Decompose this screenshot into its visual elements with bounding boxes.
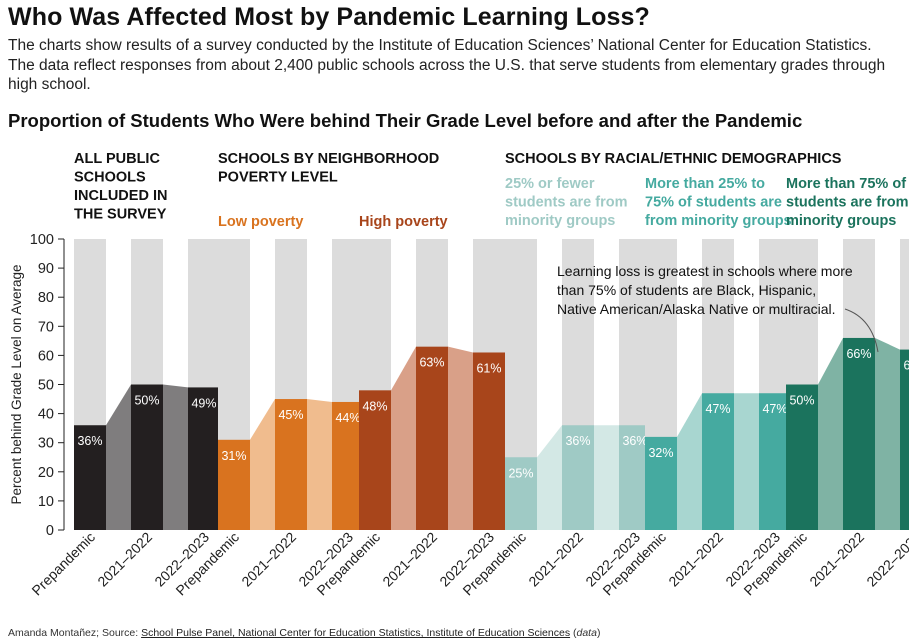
y-tick-label: 90 xyxy=(38,261,54,277)
y-tick-label: 30 xyxy=(38,436,54,452)
bar-connector xyxy=(594,425,619,530)
y-tick-label: 10 xyxy=(38,494,54,510)
bar xyxy=(505,457,537,530)
bar xyxy=(645,436,677,530)
annotation-text: than 75% of students are Black, Hispanic… xyxy=(557,282,816,298)
group-heading: SCHOOLS BY NEIGHBORHOOD xyxy=(218,151,439,167)
bar xyxy=(332,401,364,530)
bar-value-label: 31% xyxy=(221,449,246,463)
series-label: from minority groups xyxy=(645,213,792,229)
source-paren-close: ) xyxy=(596,627,601,639)
x-tick-label: 2021–2022 xyxy=(379,529,440,590)
bar xyxy=(562,425,594,530)
bar xyxy=(131,384,163,530)
series-label: More than 25% to xyxy=(645,176,765,192)
bar xyxy=(843,337,875,530)
bar-value-label: 48% xyxy=(362,399,387,413)
x-tick-label: 2021–2022 xyxy=(238,529,299,590)
bar-value-label: 47% xyxy=(705,402,730,416)
bar xyxy=(786,384,818,530)
source-author: Amanda Montañez; Source: xyxy=(8,627,142,639)
annotation-text: Learning loss is greatest in schools whe… xyxy=(557,263,853,279)
group-heading: THE SURVEY xyxy=(74,207,167,223)
source-credit: Amanda Montañez; Source: School Pulse Pa… xyxy=(8,627,600,639)
bar xyxy=(188,387,220,530)
y-tick-label: 70 xyxy=(38,319,54,335)
bar-connector xyxy=(875,337,900,530)
bar-connector xyxy=(677,393,702,530)
bar xyxy=(473,352,505,530)
group-heading: POVERTY LEVEL xyxy=(218,170,338,186)
bar-connector xyxy=(734,393,759,530)
bar-value-label: 50% xyxy=(789,394,814,408)
source-paren-open: ( xyxy=(570,627,577,639)
series-label: High poverty xyxy=(359,214,448,230)
bar-value-label: 32% xyxy=(648,446,673,460)
bar-value-label: 45% xyxy=(278,408,303,422)
bar-value-label: 36% xyxy=(565,434,590,448)
bar-value-label: 49% xyxy=(191,396,216,410)
bar-connector xyxy=(448,346,473,530)
bar-connector xyxy=(163,384,188,530)
y-tick-label: 100 xyxy=(30,232,54,248)
bar-chart: 0 10 20 30 40 50 60 70 80 90 100 Percent behind Gra… xyxy=(9,151,909,599)
group-heading: ALL PUBLIC xyxy=(74,151,160,167)
group-heading: INCLUDED IN xyxy=(74,188,167,204)
y-tick-label: 60 xyxy=(38,348,54,364)
bar xyxy=(702,393,734,530)
x-tick-label: 2021–2022 xyxy=(665,529,726,590)
bar-value-label: 47% xyxy=(762,402,787,416)
series-label: Low poverty xyxy=(218,214,303,230)
bar-connector xyxy=(818,337,843,530)
bar xyxy=(275,399,307,530)
x-tick-label: 2022–2023 xyxy=(863,529,909,590)
source-data-link[interactable]: data xyxy=(576,627,597,639)
y-tick-label: 0 xyxy=(46,523,54,539)
bar xyxy=(359,390,391,530)
series-label: 75% of students are xyxy=(645,195,782,211)
x-tick-label: 2021–2022 xyxy=(525,529,586,590)
series-label: 25% or fewer xyxy=(505,176,595,192)
chart-title: Who Was Affected Most by Pandemic Learni… xyxy=(8,3,650,31)
bar xyxy=(759,393,791,530)
series-label: minority groups xyxy=(786,213,896,229)
x-tick-label: 2021–2022 xyxy=(806,529,867,590)
bar-connector xyxy=(250,399,275,530)
bar-connector xyxy=(307,399,332,530)
bar xyxy=(218,439,250,530)
x-tick-label: Prepandemic xyxy=(28,529,98,599)
bar xyxy=(900,349,909,530)
x-tick-label: 2021–2022 xyxy=(94,529,155,590)
y-tick-label: 40 xyxy=(38,407,54,423)
group-heading: SCHOOLS xyxy=(74,170,146,186)
series-label: More than 75% of xyxy=(786,176,906,192)
bar-connector xyxy=(391,346,416,530)
bar-value-label: 50% xyxy=(134,394,159,408)
bar-connector xyxy=(106,384,131,530)
bar-value-label: 66% xyxy=(846,347,871,361)
source-link[interactable]: School Pulse Panel, National Center for … xyxy=(141,627,571,639)
y-tick-label: 50 xyxy=(38,378,54,394)
bar xyxy=(74,425,106,530)
group-heading: SCHOOLS BY RACIAL/ETHNIC DEMOGRAPHICS xyxy=(505,151,842,167)
series-label: minority groups xyxy=(505,213,615,229)
chart-subtitle: Proportion of Students Who Were behind T… xyxy=(8,110,803,131)
bar-value-label: 25% xyxy=(508,466,533,480)
bar-value-label: 62% xyxy=(903,359,909,373)
bar-value-label: 61% xyxy=(476,361,501,375)
bar-connector xyxy=(537,425,562,530)
bar-value-label: 44% xyxy=(335,411,360,425)
series-label: students are from xyxy=(505,195,627,211)
chart-description: The charts show results of a survey cond… xyxy=(8,37,886,93)
annotation-leader-line xyxy=(844,308,879,353)
y-tick-label: 20 xyxy=(38,465,54,481)
bar-value-label: 36% xyxy=(77,434,102,448)
y-tick-label: 80 xyxy=(38,290,54,306)
y-axis-title: Percent behind Grade Level on Average xyxy=(9,265,24,505)
series-label: students are from xyxy=(786,195,908,211)
bar-value-label: 63% xyxy=(419,356,444,370)
bar xyxy=(416,346,448,530)
bar-value-label: 36% xyxy=(622,434,647,448)
annotation-text: Native American/Alaska Native or multira… xyxy=(557,301,836,317)
